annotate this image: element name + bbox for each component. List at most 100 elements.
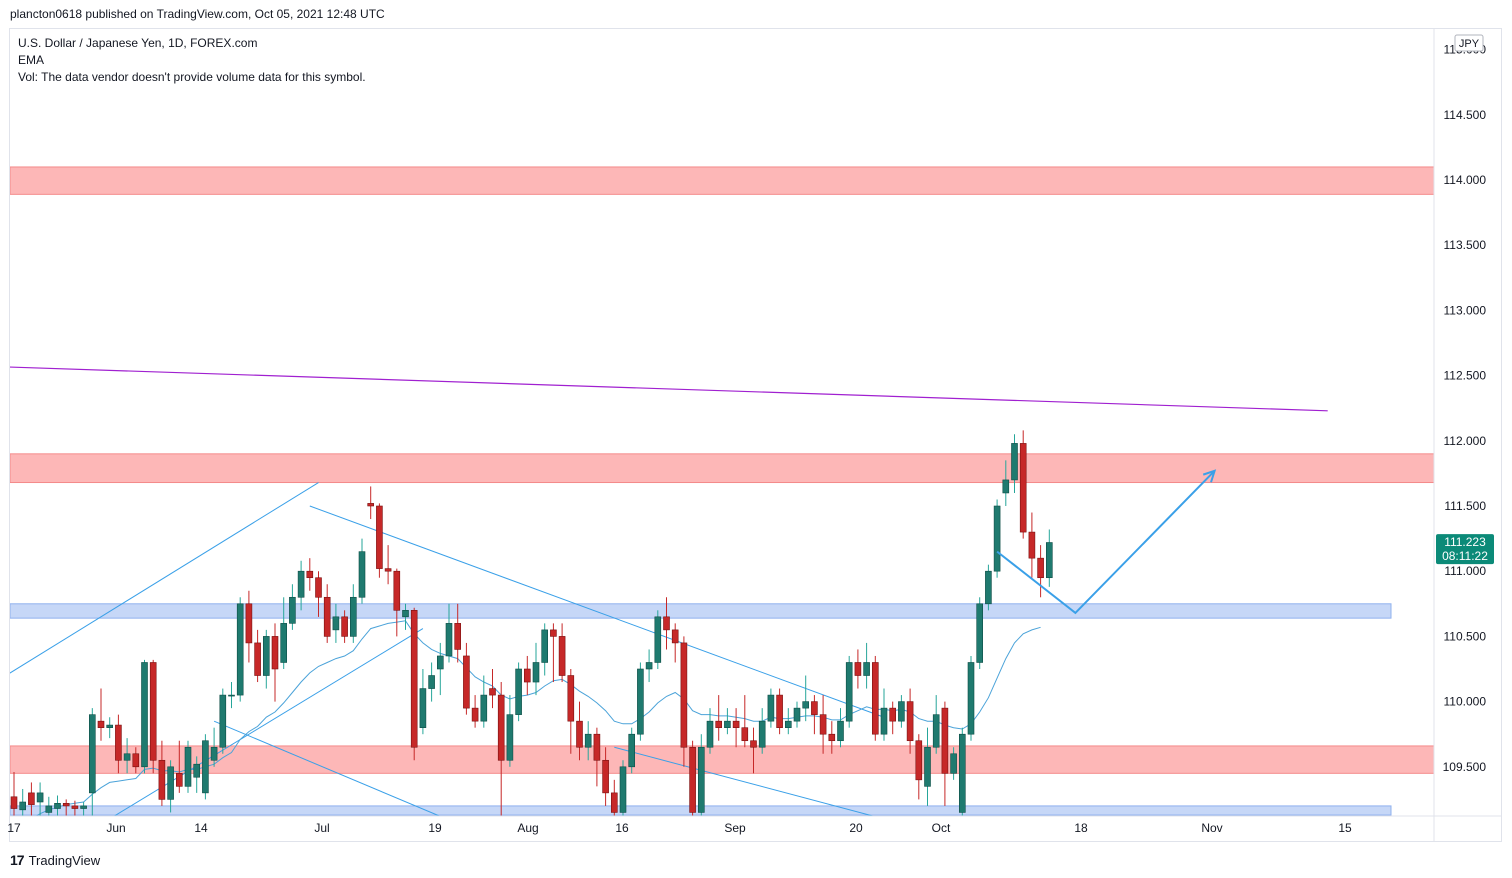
candle [654, 610, 662, 669]
candle-body [463, 655, 470, 709]
candle-body [489, 688, 496, 696]
footer-brand-label: TradingView [28, 852, 101, 868]
candle [376, 503, 383, 578]
candle [523, 655, 531, 696]
candle-body [376, 505, 383, 569]
candle-body [384, 568, 392, 572]
candle-body [419, 688, 427, 728]
candle [515, 662, 522, 722]
candle-body [132, 753, 140, 768]
candle [323, 584, 331, 643]
candle-body [271, 636, 279, 670]
candle [541, 623, 549, 676]
candle-body [454, 623, 462, 650]
candle [228, 682, 235, 709]
candle [262, 629, 270, 689]
candle-body [628, 733, 636, 768]
candle [845, 655, 853, 728]
candle-body [967, 662, 975, 735]
candle [776, 688, 783, 735]
candle-body [36, 792, 44, 803]
price-tick-label: 112.000 [1444, 434, 1487, 448]
candle-body [480, 694, 488, 722]
candle [985, 564, 992, 611]
candle [410, 607, 418, 761]
symbol-title[interactable]: U.S. Dollar / Japanese Yen, 1D, FOREX.co… [18, 36, 258, 50]
candle-body [584, 733, 592, 748]
candle [36, 782, 44, 816]
candle-body [471, 707, 479, 722]
candle-body [497, 694, 505, 761]
footer-brand[interactable]: 17 TradingView [10, 852, 100, 868]
candle-body [97, 720, 105, 728]
candle [236, 597, 244, 702]
candle [445, 603, 453, 663]
falling-channel-bottom-2-line [614, 746, 875, 816]
time-tick-label: 18 [1074, 821, 1088, 835]
candle-body [932, 714, 940, 748]
candle-body [828, 733, 836, 742]
candle-body [532, 662, 540, 683]
candle [880, 688, 888, 741]
candle-body [341, 616, 348, 637]
candle-body [924, 746, 931, 787]
candle [811, 695, 818, 735]
candle [428, 662, 435, 702]
time-tick-label: 17 [7, 821, 21, 835]
candle [1037, 545, 1044, 598]
candle [1046, 529, 1053, 587]
candle [628, 727, 636, 774]
candle-body [245, 603, 253, 644]
candle [732, 708, 740, 748]
candle [889, 701, 897, 735]
candle-body [576, 720, 583, 748]
candle-body [115, 724, 122, 761]
zone-red-3 [10, 745, 1434, 774]
candle-body [550, 629, 557, 637]
price-tick-label: 111.000 [1444, 564, 1486, 578]
rising-channel-bottom-line [113, 628, 424, 816]
candle [819, 695, 827, 754]
candle-body [915, 740, 923, 781]
candle [341, 610, 348, 643]
candle [837, 708, 844, 748]
candle-body [706, 720, 714, 748]
zone-red-0 [10, 166, 1434, 195]
candle-body [10, 796, 18, 809]
candle [671, 623, 679, 663]
candle-body [1028, 531, 1036, 559]
candle-body [1011, 443, 1018, 481]
candle-body [262, 636, 270, 676]
candle [680, 636, 688, 767]
candle [184, 740, 192, 793]
candle-body [750, 740, 757, 748]
candle-body [289, 596, 296, 624]
chart-frame [9, 28, 1502, 842]
candle [132, 747, 140, 774]
candle-body [158, 759, 166, 800]
candle [715, 695, 723, 741]
candle-body [558, 636, 566, 676]
time-tick-label: Sep [724, 821, 746, 835]
candle [567, 669, 575, 754]
time-tick-label: Aug [517, 821, 538, 835]
candle-body [428, 675, 435, 689]
candle [532, 642, 540, 696]
time-tick-label: Jun [106, 821, 125, 835]
candle [932, 695, 940, 754]
zone-red-1 [10, 453, 1434, 484]
candle [106, 717, 113, 739]
price-tick-label: 114.500 [1444, 108, 1487, 122]
time-tick-label: Jul [314, 821, 329, 835]
ema-indicator-label[interactable]: EMA [18, 53, 45, 67]
candle-body [724, 720, 731, 728]
falling-trendline-line [309, 505, 885, 718]
candle-body [19, 801, 27, 811]
candle [289, 584, 296, 630]
price-tick-label: 114.000 [1444, 173, 1487, 187]
time-tick-label: 15 [1338, 821, 1352, 835]
candle [149, 659, 157, 774]
candle-body [680, 642, 688, 748]
candle [19, 788, 27, 816]
